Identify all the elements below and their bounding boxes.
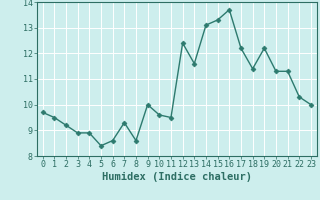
X-axis label: Humidex (Indice chaleur): Humidex (Indice chaleur) bbox=[102, 172, 252, 182]
